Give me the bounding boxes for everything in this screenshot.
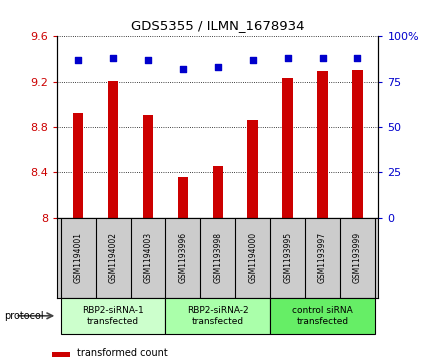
- Text: GSM1193995: GSM1193995: [283, 232, 292, 283]
- Bar: [317, 72, 328, 218]
- Point: [75, 57, 82, 63]
- Title: GDS5355 / ILMN_1678934: GDS5355 / ILMN_1678934: [131, 19, 304, 32]
- Text: GSM1193999: GSM1193999: [353, 232, 362, 283]
- Point: [180, 66, 187, 72]
- Text: GSM1194000: GSM1194000: [248, 232, 257, 283]
- Bar: [108, 81, 118, 218]
- Text: GSM1193998: GSM1193998: [213, 232, 222, 283]
- Bar: [178, 177, 188, 218]
- Text: GSM1194003: GSM1194003: [143, 232, 153, 283]
- Point: [319, 55, 326, 61]
- Point: [144, 57, 151, 63]
- Bar: [52, 352, 70, 358]
- Text: control siRNA
transfected: control siRNA transfected: [292, 306, 353, 326]
- Bar: [213, 166, 223, 218]
- Text: GSM1193997: GSM1193997: [318, 232, 327, 283]
- Bar: [165, 298, 270, 334]
- Text: RBP2-siRNA-2
transfected: RBP2-siRNA-2 transfected: [187, 306, 249, 326]
- Point: [354, 55, 361, 61]
- Text: GSM1194001: GSM1194001: [73, 232, 83, 283]
- Bar: [247, 120, 258, 218]
- Text: GSM1193996: GSM1193996: [178, 232, 187, 283]
- Bar: [73, 113, 84, 218]
- Bar: [143, 115, 153, 218]
- Bar: [282, 78, 293, 218]
- Text: GSM1194002: GSM1194002: [109, 232, 117, 283]
- Bar: [352, 70, 363, 218]
- Point: [214, 64, 221, 70]
- Bar: [270, 298, 375, 334]
- Point: [284, 55, 291, 61]
- Text: transformed count: transformed count: [77, 348, 168, 358]
- Point: [249, 57, 256, 63]
- Text: protocol: protocol: [4, 311, 44, 321]
- Bar: [61, 298, 165, 334]
- Point: [110, 55, 117, 61]
- Text: RBP2-siRNA-1
transfected: RBP2-siRNA-1 transfected: [82, 306, 144, 326]
